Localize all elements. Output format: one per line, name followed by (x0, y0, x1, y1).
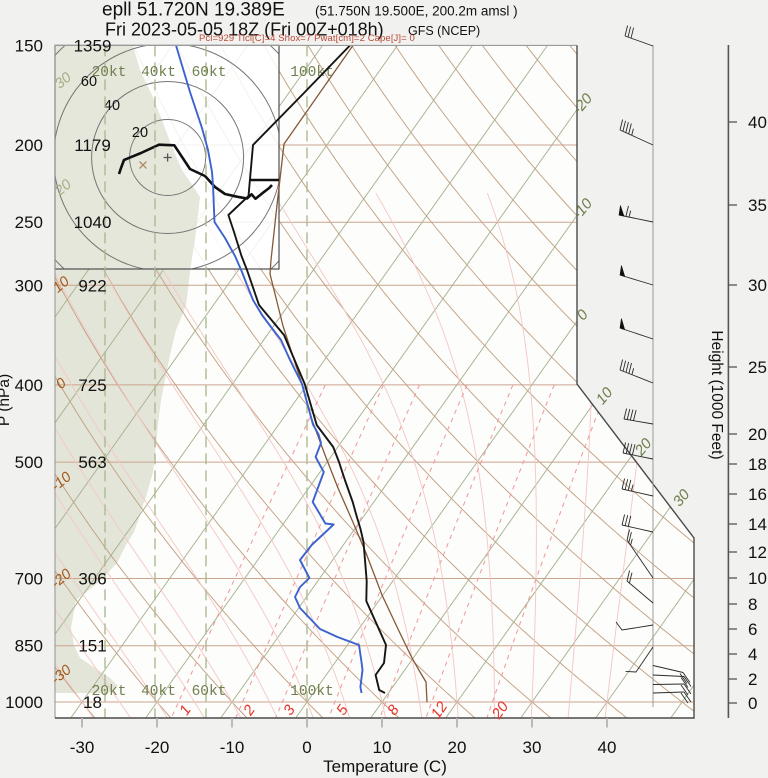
svg-text:12: 12 (748, 543, 767, 562)
svg-text:1359: 1359 (74, 36, 112, 55)
svg-text:18: 18 (83, 693, 102, 712)
svg-text:1040: 1040 (74, 213, 112, 232)
svg-text:GFS (NCEP): GFS (NCEP) (408, 24, 480, 38)
svg-text:500: 500 (15, 453, 43, 472)
svg-text:20: 20 (748, 425, 767, 444)
svg-text:18: 18 (748, 455, 767, 474)
svg-text:40kt: 40kt (141, 65, 176, 81)
svg-text:P (hPa): P (hPa) (0, 374, 13, 426)
svg-text:2: 2 (748, 670, 757, 689)
svg-text:16: 16 (748, 485, 767, 504)
svg-text:20: 20 (448, 738, 467, 757)
svg-text:-10: -10 (220, 738, 245, 757)
svg-text:60: 60 (81, 74, 97, 90)
svg-text:151: 151 (78, 637, 106, 656)
svg-text:200: 200 (15, 136, 43, 155)
svg-text:10: 10 (50, 274, 73, 297)
svg-text:40kt: 40kt (141, 684, 176, 700)
svg-text:850: 850 (15, 637, 43, 656)
svg-text:20: 20 (132, 125, 148, 141)
svg-text:40: 40 (104, 98, 120, 114)
svg-text:6: 6 (748, 620, 757, 639)
svg-text:563: 563 (78, 453, 106, 472)
svg-text:4: 4 (748, 645, 757, 664)
svg-text:100kt: 100kt (290, 684, 334, 700)
svg-text:250: 250 (15, 213, 43, 232)
svg-text:Pcl=929 Tlcl[C]=4 Shox=7 Pwat[: Pcl=929 Tlcl[C]=4 Shox=7 Pwat[cm]=2 Cape… (199, 33, 415, 44)
svg-text:306: 306 (78, 570, 106, 589)
svg-text:922: 922 (78, 276, 106, 295)
svg-text:14: 14 (748, 515, 767, 534)
svg-text:Temperature (C): Temperature (C) (323, 757, 447, 776)
svg-text:20kt: 20kt (92, 684, 127, 700)
svg-text:40: 40 (598, 738, 617, 757)
svg-text:60kt: 60kt (192, 684, 227, 700)
svg-text:-20: -20 (145, 738, 170, 757)
svg-text:100kt: 100kt (290, 65, 334, 81)
svg-text:150: 150 (15, 36, 43, 55)
svg-text:40: 40 (748, 113, 767, 132)
svg-text:30: 30 (748, 276, 767, 295)
svg-text:30: 30 (52, 70, 75, 93)
svg-text:8: 8 (748, 595, 757, 614)
svg-text:epll 51.720N 19.389E: epll 51.720N 19.389E (102, 0, 285, 21)
svg-text:10: 10 (748, 569, 767, 588)
svg-text:20kt: 20kt (92, 65, 127, 81)
svg-text:700: 700 (15, 570, 43, 589)
svg-text:0: 0 (302, 738, 311, 757)
svg-text:1000: 1000 (5, 693, 43, 712)
svg-text:Height (1000 Feet): Height (1000 Feet) (708, 330, 725, 459)
svg-text:-30: -30 (70, 738, 95, 757)
svg-text:60kt: 60kt (192, 65, 227, 81)
svg-text:0: 0 (748, 694, 757, 713)
svg-text:400: 400 (15, 376, 43, 395)
svg-text:35: 35 (748, 196, 767, 215)
svg-text:1179: 1179 (74, 136, 111, 155)
svg-text:25: 25 (748, 358, 767, 377)
svg-text:10: 10 (373, 738, 392, 757)
svg-text:30: 30 (523, 738, 542, 757)
svg-text:(51.750N 19.500E, 200.2m amsl: (51.750N 19.500E, 200.2m amsl ) (315, 4, 518, 19)
svg-text:725: 725 (78, 376, 106, 395)
svg-text:Fri 2023-05-05 18Z (Fri 00Z+01: Fri 2023-05-05 18Z (Fri 00Z+018h) (105, 20, 384, 40)
svg-text:300: 300 (15, 276, 43, 295)
